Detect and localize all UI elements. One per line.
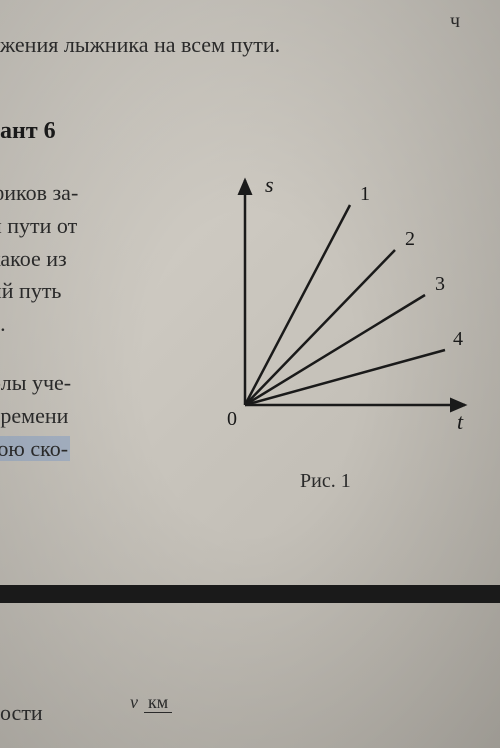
text-fragment: и пути от <box>0 211 200 242</box>
svg-text:4: 4 <box>453 328 463 350</box>
svg-text:3: 3 <box>435 273 445 295</box>
svg-text:s: s <box>265 172 274 197</box>
section-title: ант 6 <box>0 118 56 145</box>
page-divider <box>0 585 500 603</box>
page-container: ч жения лыжника на всем пути. ант 6 фико… <box>0 0 500 748</box>
highlighted-text: юю ско- <box>0 436 70 461</box>
text-fragment: юю ско- <box>0 434 200 465</box>
text-fragment: я. <box>0 309 200 340</box>
text-fragment: фиков за- <box>0 178 200 209</box>
chart-figure: 1 2 3 4 s t 0 <box>215 165 475 445</box>
text-top-line: жения лыжника на всем пути. <box>0 32 280 58</box>
question-text-block: фиков за- и пути от какое из ий путь я. … <box>0 178 200 466</box>
svg-text:0: 0 <box>227 408 237 430</box>
bottom-fraction: vкм <box>130 692 172 713</box>
bottom-text-fragment: ости <box>0 700 43 726</box>
text-fragment: олы уче- <box>0 368 200 399</box>
text-fragment: времени <box>0 401 200 432</box>
fraction-numerator: км <box>144 692 172 713</box>
svg-text:1: 1 <box>360 183 370 205</box>
fraction-var: v <box>130 692 138 712</box>
text-fragment: какое из <box>0 244 200 275</box>
header-fragment: ч <box>450 10 460 33</box>
chart-caption: Рис. 1 <box>300 470 351 493</box>
svg-text:t: t <box>457 409 464 434</box>
svg-text:2: 2 <box>405 228 415 250</box>
text-fragment: ий путь <box>0 276 200 307</box>
chart-svg: 1 2 3 4 s t 0 <box>215 165 475 445</box>
